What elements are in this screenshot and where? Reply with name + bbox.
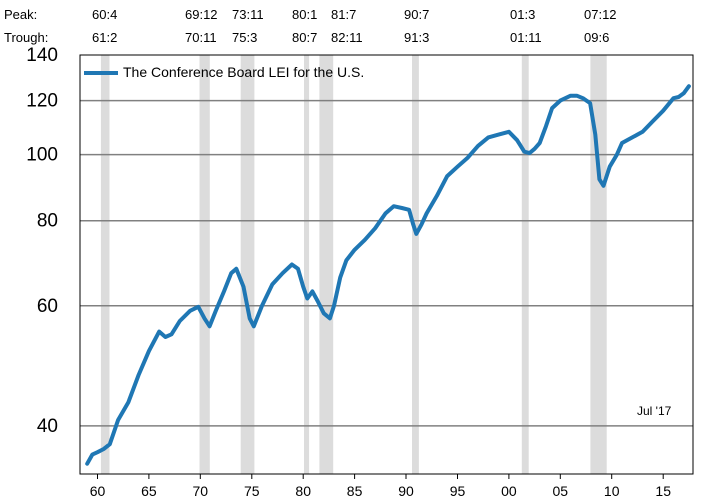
- x-tick-label: 85: [347, 483, 363, 499]
- recession-band: [199, 55, 210, 474]
- y-tick-label: 40: [37, 416, 58, 437]
- peak-date: 90:7: [404, 7, 429, 22]
- y-tick-label: 80: [37, 211, 58, 232]
- x-tick-label: 80: [295, 483, 311, 499]
- recession-band: [319, 55, 334, 474]
- recession-band: [240, 55, 255, 474]
- recession-band: [304, 55, 310, 474]
- plot-frame: [79, 54, 694, 475]
- gridlines: [80, 99, 693, 427]
- trough-date: 01:11: [510, 30, 542, 45]
- trough-label: Trough:: [4, 30, 48, 45]
- x-tick-label: 15: [655, 483, 671, 499]
- trough-date: 82:11: [331, 30, 363, 45]
- x-tick-label: 05: [553, 483, 569, 499]
- recession-band: [521, 55, 529, 474]
- y-axis: 40 60 80 100 120 140: [26, 45, 58, 437]
- y-tick-label: 140: [26, 45, 58, 66]
- recession-band: [590, 55, 607, 474]
- lei-series-line: [85, 84, 691, 466]
- legend-label: The Conference Board LEI for the U.S.: [123, 64, 364, 80]
- recession-dates: 60:4 61:2 69:12 70:11 73:11 75:3 80:1 80:7 81:7 8…: [92, 7, 617, 45]
- x-axis: 60 65 70 75 80 85 90 95 00 05 10 15: [90, 474, 671, 499]
- trough-date: 09:6: [584, 30, 609, 45]
- peak-date: 81:7: [331, 7, 356, 22]
- x-tick-label: 00: [501, 483, 517, 499]
- legend: The Conference Board LEI for the U.S.: [84, 64, 364, 80]
- x-tick-label: 70: [193, 483, 209, 499]
- trough-date: 80:7: [292, 30, 317, 45]
- y-tick-label: 100: [26, 145, 58, 166]
- peak-date: 69:12: [185, 7, 218, 22]
- x-tick-label: 60: [90, 483, 106, 499]
- peak-date: 07:12: [584, 7, 617, 22]
- trough-date: 75:3: [232, 30, 257, 45]
- trough-date: 61:2: [92, 30, 117, 45]
- y-tick-label: 120: [26, 91, 58, 112]
- peak-trough-header: Peak: Trough:: [4, 7, 48, 45]
- recession-band: [100, 55, 110, 474]
- y-tick-label: 60: [37, 296, 58, 317]
- trough-date: 70:11: [185, 30, 217, 45]
- peak-date: 73:11: [232, 7, 264, 22]
- peak-date: 80:1: [292, 7, 317, 22]
- recession-band: [412, 55, 419, 474]
- peak-date: 01:3: [510, 7, 535, 22]
- peak-date: 60:4: [92, 7, 117, 22]
- x-tick-label: 90: [398, 483, 414, 499]
- x-tick-label: 10: [604, 483, 620, 499]
- x-tick-label: 75: [244, 483, 260, 499]
- x-tick-label: 95: [450, 483, 466, 499]
- recession-shading: [100, 55, 607, 474]
- date-annotation: Jul '17: [637, 404, 672, 418]
- x-tick-label: 65: [141, 483, 157, 499]
- trough-date: 91:3: [404, 30, 429, 45]
- peak-label: Peak:: [4, 7, 37, 22]
